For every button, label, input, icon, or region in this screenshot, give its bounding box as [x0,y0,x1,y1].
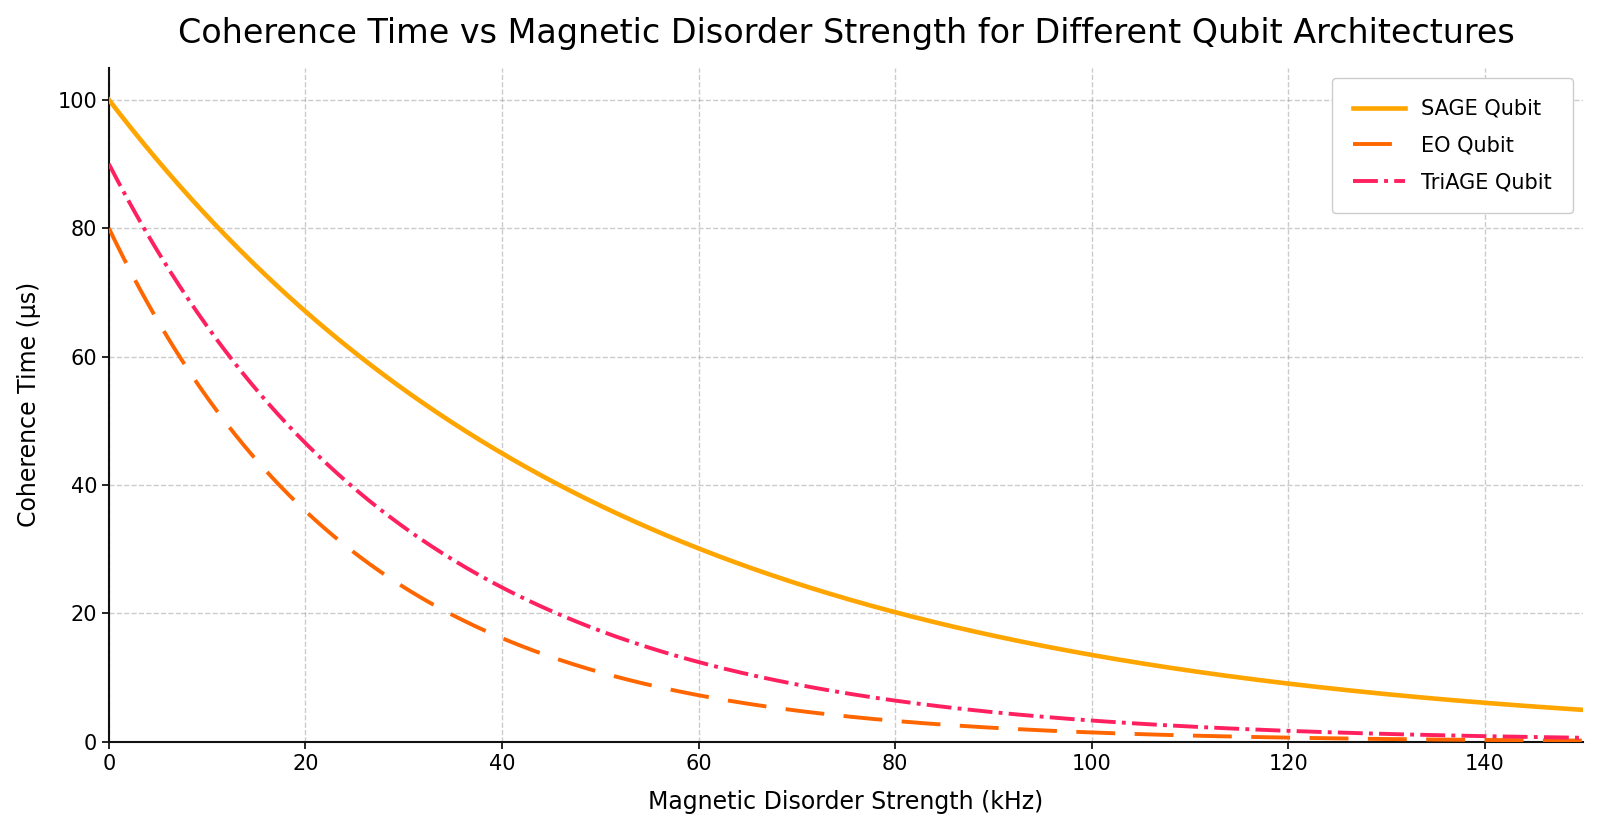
TriAGE Qubit [1250,725,1269,735]
Y-axis label: Coherence Time (μs): Coherence Time (μs) [16,283,40,528]
Line: SAGE Qubit: SAGE Qubit [109,100,1584,710]
SAGE Qubit [749,566,768,576]
EO Qubit [749,701,768,711]
SAGE Qubit [250,264,269,274]
EO Qubit [1275,733,1294,743]
SAGE Qubit [1250,675,1269,685]
Line: EO Qubit: EO Qubit [109,229,1584,740]
TriAGE Qubit [1112,718,1131,728]
SAGE Qubit [1574,705,1594,715]
Line: TriAGE Qubit: TriAGE Qubit [109,164,1584,738]
SAGE Qubit [99,95,118,105]
TriAGE Qubit [99,159,118,169]
SAGE Qubit [696,546,715,556]
EO Qubit [1112,729,1131,739]
SAGE Qubit [1112,655,1131,665]
TriAGE Qubit [749,671,768,681]
TriAGE Qubit [1275,725,1294,735]
TriAGE Qubit [1574,733,1594,743]
EO Qubit [1574,735,1594,745]
EO Qubit [696,691,715,701]
TriAGE Qubit [250,388,269,398]
EO Qubit [250,459,269,469]
TriAGE Qubit [696,659,715,669]
Legend: SAGE Qubit, EO Qubit, TriAGE Qubit: SAGE Qubit, EO Qubit, TriAGE Qubit [1331,78,1573,213]
X-axis label: Magnetic Disorder Strength (kHz): Magnetic Disorder Strength (kHz) [648,790,1043,814]
Title: Coherence Time vs Magnetic Disorder Strength for Different Qubit Architectures: Coherence Time vs Magnetic Disorder Stre… [178,17,1515,50]
EO Qubit [1250,732,1269,742]
EO Qubit [99,224,118,234]
SAGE Qubit [1275,678,1294,688]
